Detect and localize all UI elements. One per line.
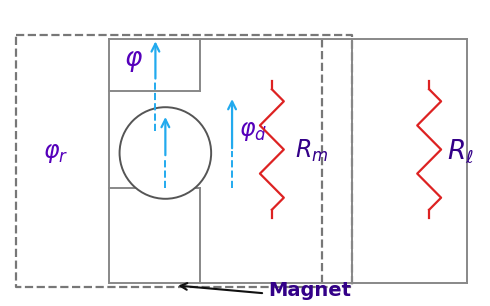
Circle shape xyxy=(120,107,211,199)
Text: $\varphi_d$: $\varphi_d$ xyxy=(239,119,267,143)
Text: Magnet: Magnet xyxy=(268,281,351,300)
Text: $\varphi_r$: $\varphi_r$ xyxy=(43,141,69,165)
Text: $\varphi$: $\varphi$ xyxy=(124,48,143,74)
Text: $R_m$: $R_m$ xyxy=(295,138,328,164)
Text: $R_\ell$: $R_\ell$ xyxy=(447,137,474,165)
